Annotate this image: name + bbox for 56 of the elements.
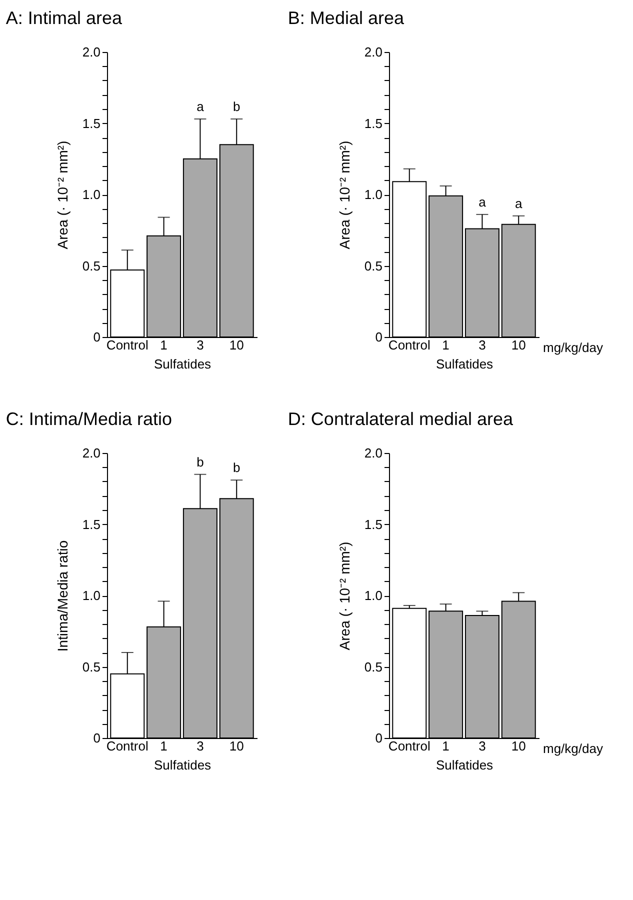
chart-title: C: Intima/Media ratio	[6, 409, 172, 429]
x-tick-label: 10	[511, 338, 526, 352]
x-tick-label: 10	[229, 338, 244, 352]
y-axis-title: Area (· 10⁻² mm²)	[336, 542, 352, 650]
y-tick-label: 0.5	[364, 659, 382, 674]
chart-title: D: Contralateral medial area	[288, 409, 514, 429]
x-tick-label: 3	[478, 338, 486, 352]
y-tick-label: 0.5	[82, 659, 100, 674]
y-tick-label: 1.0	[82, 588, 100, 603]
text: mg/kg/day	[543, 340, 604, 355]
x-tick-label: 3	[196, 738, 204, 754]
y-tick-label: 0	[375, 730, 382, 746]
y-axis-title: Area (· 10⁻² mm²)	[54, 140, 70, 250]
annotation: a	[196, 98, 205, 114]
y-tick-label: 0	[93, 730, 100, 746]
x-tick-label: 10	[229, 738, 244, 754]
annotation: a	[478, 194, 487, 210]
y-tick-label: 0	[375, 330, 382, 344]
x-tick-label: Control	[388, 738, 430, 754]
y-tick-label: 1.0	[364, 187, 382, 202]
y-tick-label: 2.0	[82, 446, 100, 460]
x-axis-title: Sulfatides	[436, 758, 494, 772]
annotation: b	[232, 98, 240, 114]
x-tick-label: 10	[511, 738, 526, 754]
x-axis-title: Sulfatides	[154, 356, 212, 372]
x-tick-label: Control	[106, 338, 148, 352]
y-axis-title: Area (· 10⁻² mm²)	[336, 140, 352, 250]
y-tick-label: 1.5	[364, 516, 382, 532]
chart-title: B: Medial area	[288, 8, 405, 28]
y-tick-label: 1.0	[364, 588, 382, 603]
y-tick-label: 1.0	[82, 187, 100, 202]
annotation: a	[514, 196, 523, 211]
x-tick-label: 3	[196, 338, 204, 352]
x-tick-label: 1	[160, 738, 168, 754]
x-tick-label: 3	[478, 738, 486, 754]
y-tick-label: 2.0	[364, 44, 382, 60]
y-tick-label: 1.5	[364, 116, 382, 131]
y-tick-label: 2.0	[82, 44, 100, 60]
y-axis-title: Intima/Media ratio	[54, 540, 70, 652]
y-tick-label: 0.5	[364, 258, 382, 274]
text: mg/kg/day	[543, 741, 604, 756]
y-tick-label: 0	[93, 330, 100, 344]
annotation: b	[196, 454, 204, 470]
y-tick-label: 1.5	[82, 116, 100, 131]
annotation: b	[232, 460, 240, 476]
x-tick-label: 1	[442, 338, 450, 352]
x-axis-title: Sulfatides	[436, 356, 494, 372]
y-tick-label: 0.5	[82, 258, 100, 274]
y-tick-label: 2.0	[364, 446, 382, 460]
x-tick-label: Control	[388, 338, 430, 352]
x-tick-label: 1	[442, 738, 450, 754]
x-axis-title: Sulfatides	[154, 758, 212, 772]
chart-title: A: Intimal area	[6, 8, 123, 28]
y-tick-label: 1.5	[82, 516, 100, 532]
x-tick-label: Control	[106, 738, 148, 754]
x-tick-label: 1	[160, 338, 168, 352]
